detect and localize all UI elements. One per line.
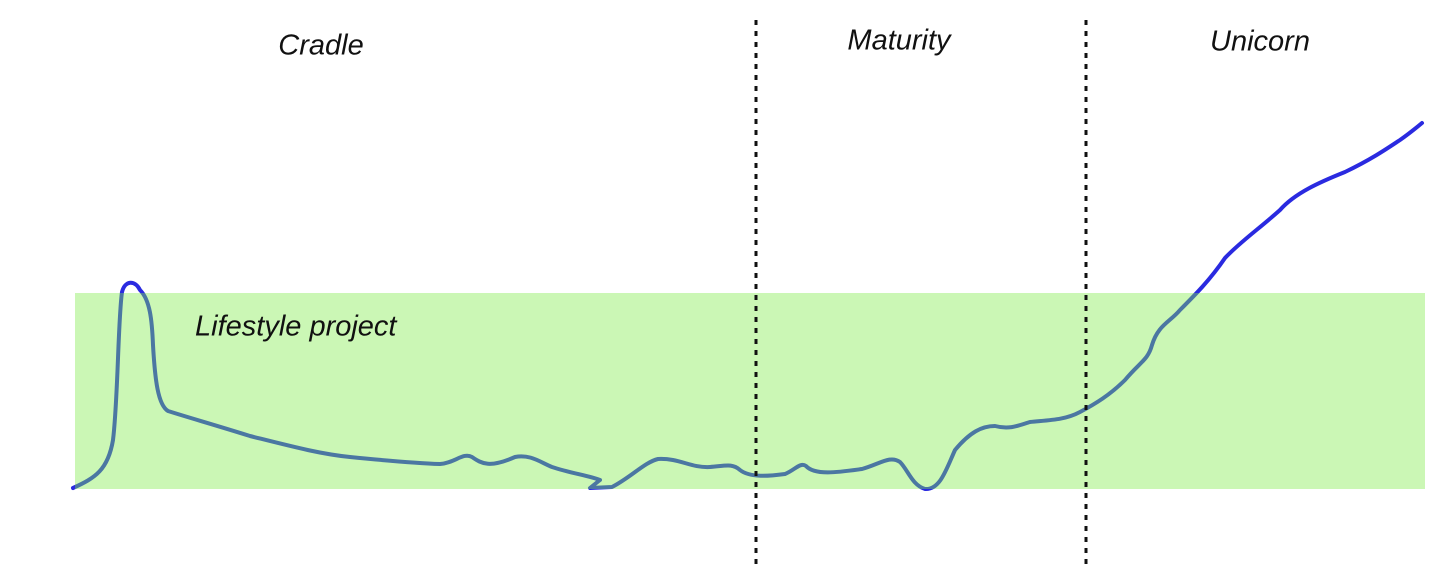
- lifestyle-band: [75, 293, 1425, 489]
- section-label: Cradle: [278, 30, 363, 62]
- band-label: Lifestyle project: [195, 311, 398, 343]
- section-label: Maturity: [847, 25, 952, 57]
- growth-curve: [71, 121, 1424, 491]
- section-label: Unicorn: [1210, 26, 1310, 58]
